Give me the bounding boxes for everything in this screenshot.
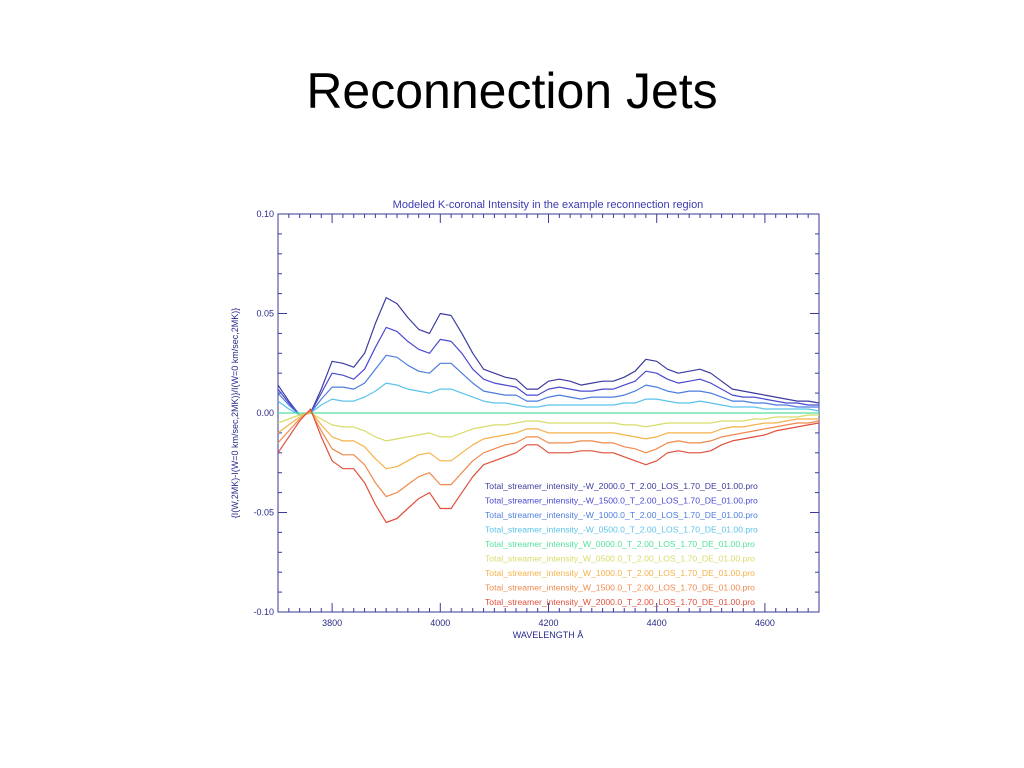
legend-entry-2: Total_streamer_intensity_-W_1000.0_T_2.0… — [485, 510, 758, 520]
y-tick-label: 0.10 — [256, 209, 274, 219]
legend-entry-6: Total_streamer_intensity_W_1000.0_T_2.00… — [485, 568, 755, 578]
legend-entry-1: Total_streamer_intensity_-W_1500.0_T_2.0… — [485, 496, 758, 506]
y-tick-label: 0.05 — [256, 309, 274, 319]
x-tick-label: 4600 — [755, 618, 775, 628]
series-line-7 — [277, 410, 820, 498]
series-line-2 — [277, 354, 819, 416]
legend-entry-3: Total_streamer_intensity_-W_0500.0_T_2.0… — [485, 525, 758, 535]
y-axis-label: {I(W,2MK)-I(W=0 km/sec,2MK)}/I(W=0 km/se… — [230, 308, 240, 519]
x-tick-label: 3800 — [322, 618, 342, 628]
legend-entry-5: Total_streamer_intensity_W_0500.0_T_2.00… — [485, 554, 755, 564]
series-line-3 — [277, 382, 820, 416]
series-line-6 — [277, 410, 819, 470]
y-tick-label: -0.10 — [253, 607, 274, 617]
legend-entry-7: Total_streamer_intensity_W_1500.0_T_2.00… — [485, 583, 755, 593]
x-axis-label: WAVELENGTH Å — [513, 630, 584, 640]
x-tick-label: 4400 — [647, 618, 667, 628]
slide-title: Reconnection Jets — [306, 63, 718, 119]
series-line-1 — [277, 326, 819, 416]
series-line-0 — [277, 297, 820, 416]
chart-title: Modeled K-coronal Intensity in the examp… — [393, 199, 704, 211]
series-line-8 — [277, 408, 820, 524]
y-tick-label: -0.05 — [253, 508, 274, 518]
x-tick-label: 4000 — [430, 618, 450, 628]
legend-entry-8: Total_streamer_intensity_W_2000.0_T_2.00… — [485, 597, 755, 607]
series-line-5 — [277, 412, 819, 442]
legend-entry-4: Total_streamer_intensity_W_0000.0_T_2.00… — [485, 539, 755, 549]
legend-entry-0: Total_streamer_intensity_-W_2000.0_T_2.0… — [485, 481, 758, 491]
x-tick-label: 4200 — [538, 618, 558, 628]
y-tick-label: 0.00 — [256, 408, 274, 418]
